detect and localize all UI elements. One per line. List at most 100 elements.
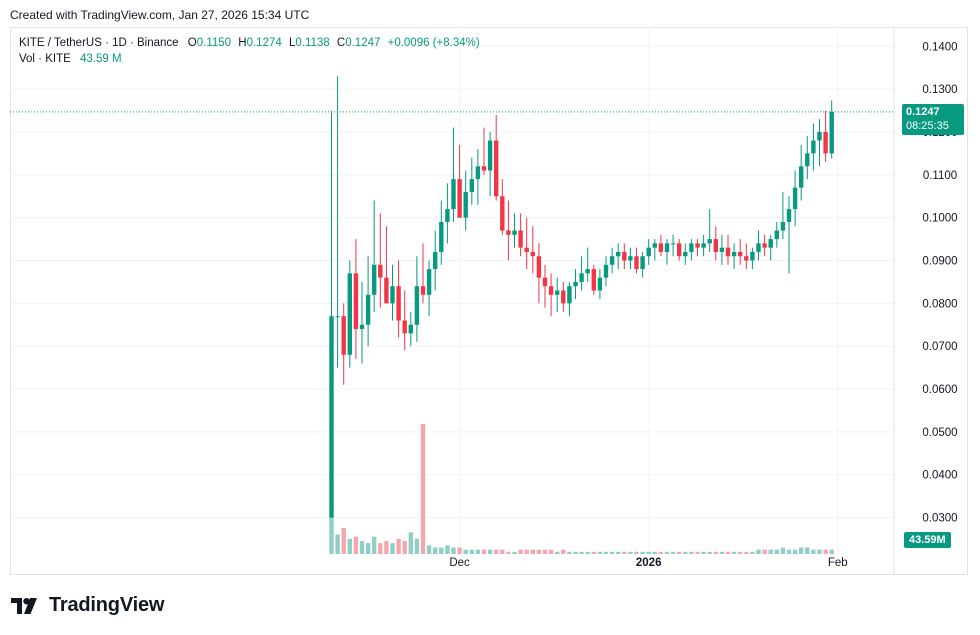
volume-badge: 43.59M (904, 532, 951, 548)
volume-bar (750, 551, 755, 554)
candle-body (542, 277, 548, 287)
volume-bar (506, 551, 511, 554)
candle-body (683, 251, 688, 257)
volume-bar (420, 424, 426, 554)
volume-row: Vol · KITE 43.59 M (19, 51, 480, 67)
caption: Created with TradingView.com, Jan 27, 20… (10, 8, 310, 22)
volume-bar (372, 536, 377, 554)
candle-body (408, 324, 413, 334)
ohlc-row: KITE / TetherUS · 1D · Binance O0.1150 H… (19, 35, 480, 51)
volume-bar (670, 551, 676, 554)
volume-bar (823, 549, 828, 554)
volume-bar (701, 551, 706, 554)
candle-body (396, 286, 401, 321)
volume-bar (463, 549, 468, 554)
time-tick-label: Feb (828, 557, 848, 569)
price-tick-label: 0.0500 (922, 427, 957, 439)
candle-body (536, 256, 542, 278)
volume-bar (567, 551, 572, 554)
volume-bar (634, 551, 639, 554)
volume-bar (707, 551, 712, 554)
volume-bar (683, 551, 688, 554)
candle-body (616, 251, 621, 257)
volume-bar (561, 549, 566, 554)
low-label: L (288, 37, 296, 49)
candle-body (402, 320, 407, 334)
candle-body (622, 251, 627, 261)
candle-body (506, 230, 511, 235)
volume-bar (396, 538, 401, 554)
price-tick-label: 0.1000 (922, 213, 957, 225)
candle-body (561, 290, 566, 304)
candle-body (335, 316, 340, 318)
tradingview-logo[interactable]: TradingView (11, 594, 164, 617)
volume-bar (780, 547, 786, 554)
candle-body (555, 290, 560, 295)
volume-bar (799, 547, 804, 554)
candle-body (829, 111, 834, 154)
volume-bar (494, 549, 499, 554)
volume-bar (457, 547, 462, 554)
volume-bar (573, 551, 578, 554)
candlestick-chart[interactable]: 0.14000.13000.12000.11000.10000.09000.08… (10, 27, 968, 575)
volume-bar (329, 515, 334, 554)
candle-body (433, 251, 438, 270)
candle-body (634, 256, 639, 270)
volume-bar (524, 549, 529, 554)
volume-bar (744, 551, 749, 554)
volume-bar (481, 549, 487, 554)
volume-bar (585, 551, 590, 554)
symbol-title[interactable]: KITE / TetherUS · 1D · Binance (19, 37, 179, 49)
candle-body (469, 179, 474, 192)
volume-bar (640, 551, 645, 554)
volume-bar (805, 547, 810, 554)
candle-body (628, 256, 633, 261)
candle-body (494, 140, 499, 197)
close-value: 0.1247 (345, 37, 381, 49)
volume-label[interactable]: Vol · KITE (19, 53, 71, 65)
volume-bar (487, 549, 493, 554)
candle-body (591, 269, 596, 291)
volume-bar (542, 549, 548, 554)
low-value: 0.1138 (295, 37, 330, 49)
candle-body (518, 230, 523, 248)
candle-body (658, 243, 664, 252)
volume-bar (353, 536, 359, 554)
candle-body (768, 239, 773, 248)
volume-bar (738, 551, 743, 554)
candle-body (725, 247, 731, 257)
last-price-value: 0.1247 (906, 105, 940, 118)
price-tick-label: 0.0700 (922, 341, 957, 353)
candle-body (762, 243, 767, 248)
open-label: O (187, 37, 197, 49)
volume-bar (469, 549, 474, 554)
candle-body (445, 209, 450, 222)
candle-body (823, 131, 828, 154)
candle-body (512, 230, 517, 235)
volume-bar (451, 547, 456, 554)
last-price-badge: 0.1247 08:25:35 (902, 103, 964, 135)
volume-bar (439, 547, 444, 554)
candle-body (744, 256, 749, 261)
time-axis: Dec 2026 Feb (449, 557, 847, 569)
time-tick-label: Dec (449, 557, 470, 569)
volume-bar (445, 545, 450, 554)
grid (10, 27, 895, 575)
volume-bar (402, 541, 407, 554)
volume-bar (774, 549, 779, 554)
chart-frame (10, 27, 968, 575)
candle-body (372, 264, 377, 295)
volume-bar (378, 543, 383, 554)
candle-body (707, 239, 712, 244)
candle-body (548, 286, 554, 295)
volume-bar (622, 551, 627, 554)
volume-bar (597, 551, 603, 554)
volume-bar (414, 538, 420, 554)
candle-body (664, 243, 670, 252)
volume-bar (817, 549, 822, 554)
candle-body (805, 153, 810, 167)
time-tick-label: 2026 (636, 557, 662, 569)
volume-bars (329, 424, 834, 554)
volume-bar (335, 534, 340, 554)
candle-body (451, 179, 456, 210)
